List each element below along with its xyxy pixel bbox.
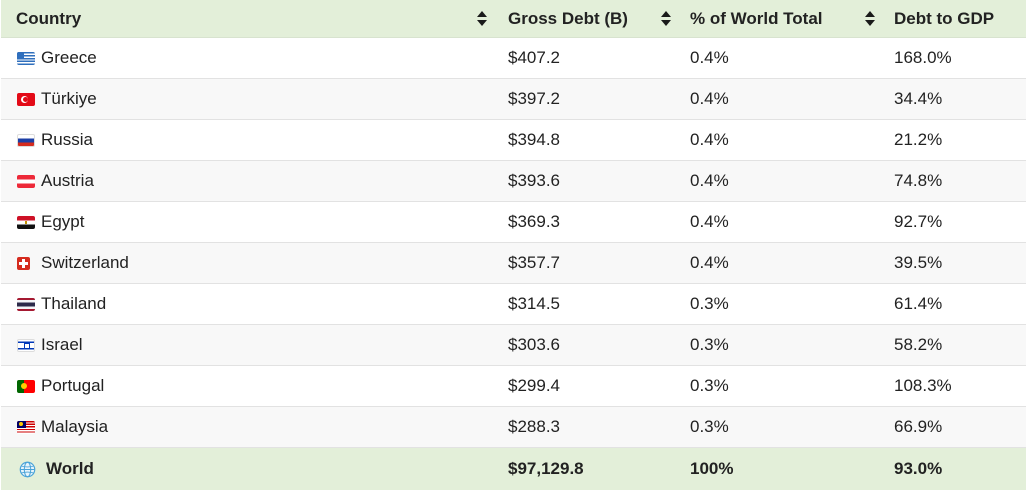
debt-gdp-cell: 92.7% [887, 201, 1026, 243]
debt-gdp-cell: 66.9% [887, 406, 1026, 448]
debt-gdp-cell: 74.8% [887, 160, 1026, 202]
table-row: Greece $407.2 0.4% 168.0% [1, 37, 1026, 79]
pct-world-cell: 0.4% [683, 201, 887, 243]
pct-world-cell: 0.3% [683, 365, 887, 407]
country-cell: World [1, 447, 501, 490]
pct-world-cell: 0.3% [683, 324, 887, 366]
gross-debt-cell: $299.4 [501, 365, 683, 407]
globe-icon [19, 461, 36, 477]
country-name: Thailand [41, 294, 107, 313]
debt-gdp-cell: 34.4% [887, 78, 1026, 120]
country-cell: Malaysia [1, 406, 501, 448]
switzerland-flag-icon [17, 256, 30, 270]
austria-flag-icon [17, 174, 35, 188]
gross-debt-cell: $393.6 [501, 160, 683, 202]
gross-debt-cell: $97,129.8 [501, 447, 683, 490]
gross-debt-cell: $397.2 [501, 78, 683, 120]
table-row: Portugal $299.4 0.3% 108.3% [1, 365, 1026, 407]
debt-gdp-cell: 108.3% [887, 365, 1026, 407]
country-cell: Türkiye [1, 78, 501, 120]
gross-debt-cell: $288.3 [501, 406, 683, 448]
debt-gdp-cell: 58.2% [887, 324, 1026, 366]
table-row: Austria $393.6 0.4% 74.8% [1, 160, 1026, 202]
sort-icon[interactable] [865, 11, 875, 26]
pct-world-cell: 0.3% [683, 283, 887, 325]
table-row: Türkiye $397.2 0.4% 34.4% [1, 78, 1026, 120]
sort-icon[interactable] [661, 11, 671, 26]
country-name: Malaysia [41, 417, 109, 436]
gross-debt-cell: $369.3 [501, 201, 683, 243]
gross-debt-cell: $407.2 [501, 37, 683, 79]
malaysia-flag-icon [17, 420, 35, 434]
egypt-flag-icon [17, 215, 35, 229]
sort-icon[interactable] [477, 11, 487, 26]
pct-world-cell: 0.3% [683, 406, 887, 448]
country-name: Russia [41, 130, 93, 149]
table-row: Thailand $314.5 0.3% 61.4% [1, 283, 1026, 325]
column-header-label: % of World Total [690, 8, 823, 28]
country-cell: Israel [1, 324, 501, 366]
country-name: Israel [41, 335, 83, 354]
country-name: Switzerland [41, 253, 129, 272]
greece-flag-icon [17, 51, 35, 65]
thailand-flag-icon [17, 297, 35, 311]
country-cell: Switzerland [1, 242, 501, 284]
debt-gdp-cell: 93.0% [887, 447, 1026, 490]
country-name: World [46, 459, 94, 478]
column-header-debt-gdp[interactable]: Debt to GDP [887, 0, 1026, 38]
gross-debt-cell: $303.6 [501, 324, 683, 366]
gross-debt-cell: $314.5 [501, 283, 683, 325]
country-cell: Portugal [1, 365, 501, 407]
russia-flag-icon [17, 133, 35, 147]
pct-world-cell: 0.4% [683, 160, 887, 202]
column-header-pct-world[interactable]: % of World Total [683, 0, 887, 38]
country-cell: Egypt [1, 201, 501, 243]
gross-debt-cell: $357.7 [501, 242, 683, 284]
table-row: Malaysia $288.3 0.3% 66.9% [1, 406, 1026, 448]
column-header-label: Debt to GDP [894, 8, 995, 28]
column-header-label: Country [16, 8, 82, 28]
country-cell: Thailand [1, 283, 501, 325]
portugal-flag-icon [17, 379, 35, 393]
table-row: Switzerland $357.7 0.4% 39.5% [1, 242, 1026, 284]
country-name: Portugal [41, 376, 105, 395]
pct-world-cell: 100% [683, 447, 887, 490]
debt-gdp-cell: 61.4% [887, 283, 1026, 325]
total-row: World $97,129.8 100% 93.0% [1, 447, 1026, 490]
country-name: Greece [41, 48, 97, 67]
country-cell: Russia [1, 119, 501, 161]
table-row: Egypt $369.3 0.4% 92.7% [1, 201, 1026, 243]
column-header-label: Gross Debt (B) [508, 8, 628, 28]
pct-world-cell: 0.4% [683, 119, 887, 161]
country-cell: Greece [1, 37, 501, 79]
turkey-flag-icon [17, 92, 35, 106]
debt-gdp-cell: 39.5% [887, 242, 1026, 284]
debt-gdp-cell: 21.2% [887, 119, 1026, 161]
debt-gdp-cell: 168.0% [887, 37, 1026, 79]
table-row: Russia $394.8 0.4% 21.2% [1, 119, 1026, 161]
pct-world-cell: 0.4% [683, 242, 887, 284]
column-header-country[interactable]: Country [1, 0, 501, 38]
country-name: Egypt [41, 212, 85, 231]
country-name: Austria [41, 171, 94, 190]
table-row: Israel $303.6 0.3% 58.2% [1, 324, 1026, 366]
israel-flag-icon [17, 338, 35, 352]
table-header-row: Country Gross Debt (B) % of World Total … [1, 0, 1026, 38]
gross-debt-cell: $394.8 [501, 119, 683, 161]
pct-world-cell: 0.4% [683, 78, 887, 120]
country-cell: Austria [1, 160, 501, 202]
country-name: Türkiye [41, 89, 97, 108]
column-header-gross-debt[interactable]: Gross Debt (B) [501, 0, 683, 38]
pct-world-cell: 0.4% [683, 37, 887, 79]
